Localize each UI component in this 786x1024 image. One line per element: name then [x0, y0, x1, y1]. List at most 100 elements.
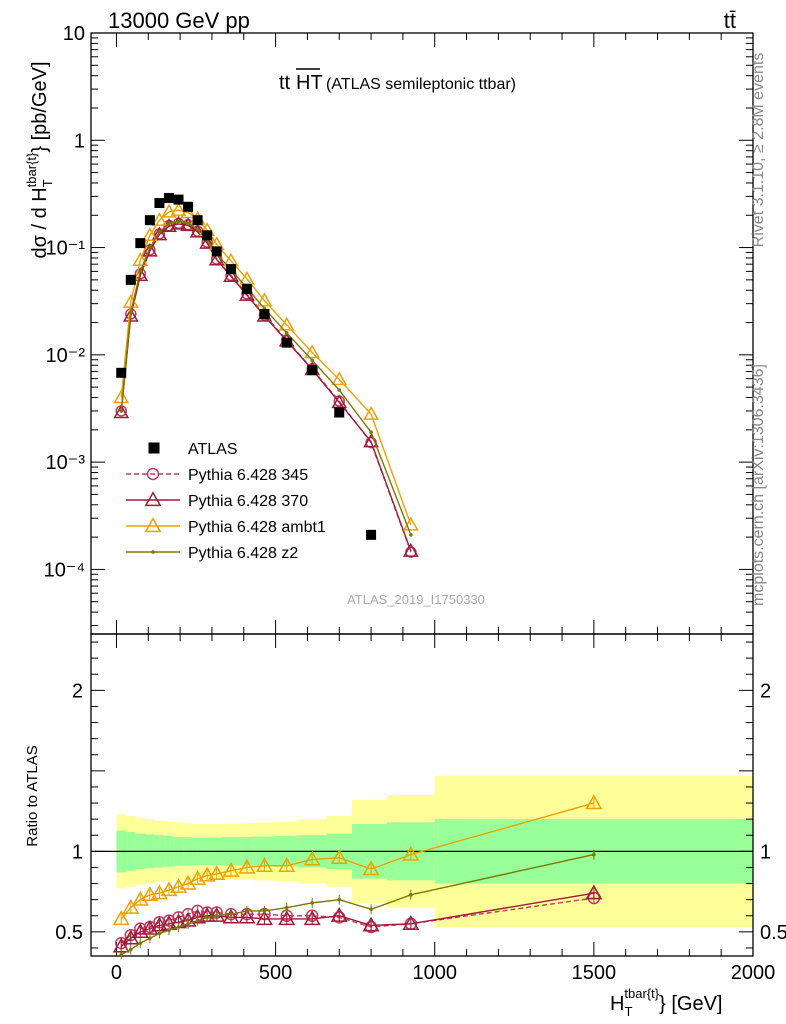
- ratio-series-point: [112, 910, 130, 926]
- ratio-series-point: [222, 908, 240, 924]
- data-point: [163, 192, 174, 203]
- title-over: HT: [296, 72, 323, 94]
- data-point: [307, 365, 318, 376]
- main-series-point: [170, 215, 187, 230]
- ratio-tick-label-left: 0.5: [55, 922, 83, 944]
- ratio-series-point: [585, 794, 603, 810]
- watermark: ATLAS_2019_I1750330: [347, 592, 485, 607]
- ratio-tick-label-left: 2: [72, 680, 83, 702]
- main-series-point: [409, 533, 413, 537]
- legend-label: Pythia 6.428 345: [188, 467, 308, 484]
- ratio-series-point: [337, 897, 342, 902]
- legend-marker: [144, 491, 162, 507]
- legend-marker: [146, 467, 160, 481]
- ratio-series: [119, 849, 596, 960]
- ratio-series-point: [157, 931, 162, 936]
- x-axis-title: HTtbar{t}} [GeV]: [610, 986, 722, 1019]
- data-point: [259, 309, 270, 320]
- data-point: [173, 194, 184, 205]
- side-label-top: Rivet 3.1.10, ≥ 2.8M events: [750, 53, 767, 248]
- ratio-series-point: [592, 852, 596, 857]
- ratio-tick-label-right: 0.5: [760, 922, 786, 944]
- data-point: [183, 201, 194, 212]
- x-tick-label: 500: [259, 962, 292, 984]
- main-series-point: [170, 202, 187, 216]
- main-series-point: [239, 287, 255, 301]
- main-series-point: [122, 307, 139, 322]
- main-series-point: [148, 245, 152, 250]
- main-series-point: [151, 226, 168, 241]
- ylabel-part-a: dσ / d H: [29, 187, 51, 258]
- ratio-series-point: [138, 941, 143, 945]
- main-series-point: [122, 294, 139, 308]
- ratio-series-point: [303, 850, 321, 866]
- ratio-series-point: [222, 861, 240, 877]
- data-point: [226, 264, 237, 275]
- main-series-point: [157, 230, 162, 234]
- side-label-bottom: mcplots.cern.ch [arXiv:1306.3436]: [750, 364, 767, 606]
- data-point: [154, 198, 165, 209]
- data-point: [192, 215, 203, 226]
- main-series-point: [284, 331, 289, 335]
- ratio-series-point: [128, 947, 133, 952]
- ratio-series-point: [362, 860, 380, 876]
- main-series-point: [363, 406, 379, 420]
- data-point: [241, 284, 252, 295]
- legend-entry: Pythia 6.428 ambt1: [126, 517, 326, 536]
- main-series-point: [167, 221, 171, 226]
- main-series-point: [208, 251, 225, 266]
- main-series-line: [120, 220, 412, 536]
- y-tick-label: 10⁻²: [46, 345, 86, 367]
- ratio-series-point: [238, 858, 256, 874]
- main-series-point: [141, 227, 158, 242]
- ratio-series-point: [284, 905, 289, 910]
- ratio-series-point: [208, 865, 226, 881]
- ratio-frame: [90, 633, 754, 957]
- main-series-point: [132, 252, 149, 267]
- ratio-series-point: [195, 918, 200, 923]
- main-series-point: [151, 212, 168, 226]
- main-series-point: [141, 242, 158, 257]
- data-point: [281, 337, 292, 348]
- legend-label: Pythia 6.428 z2: [188, 545, 298, 562]
- ratio-series-point: [278, 910, 296, 926]
- y-tick-label: 10⁻⁴: [44, 559, 85, 581]
- ratio-series-point: [303, 910, 321, 926]
- main-series-line: [120, 209, 412, 526]
- y-tick-label: 10⁻¹: [46, 238, 86, 260]
- legend-marker: [148, 442, 160, 454]
- main-series-point: [119, 409, 124, 413]
- ratio-series-point: [229, 912, 233, 916]
- xlabel-rest: } [GeV]: [659, 993, 722, 1015]
- main-series-point: [138, 269, 143, 274]
- ratio-series-point: [119, 952, 124, 957]
- data-point: [125, 274, 136, 285]
- legend-label: ATLAS: [188, 441, 238, 458]
- ratio-series-point: [245, 909, 249, 913]
- ratio-series-point: [330, 849, 348, 864]
- title-main: tt: [279, 72, 291, 94]
- legend-label: Pythia 6.428 ambt1: [188, 519, 326, 536]
- svg-text:HTtbar{t}} [GeV]: HTtbar{t}} [GeV]: [610, 986, 722, 1019]
- data-point: [202, 230, 213, 241]
- xlabel-h: H: [610, 993, 624, 1015]
- header-left: 13000 GeV pp: [108, 8, 250, 33]
- x-tick-label: 1500: [572, 962, 617, 984]
- ratio-series-point: [205, 915, 209, 920]
- main-series-point: [186, 221, 190, 226]
- x-tick-label: 0: [111, 962, 122, 984]
- main-series-point: [331, 371, 348, 386]
- main-series-point: [128, 310, 133, 314]
- legend-entry: ATLAS: [148, 441, 238, 458]
- ratio-series-point: [369, 907, 373, 912]
- title-rest: (ATLAS semileptonic ttbar): [326, 76, 516, 93]
- xlabel-sup: tbar{t}: [624, 986, 659, 1001]
- legend: ATLAS Pythia 6.428 345 Pythia 6.428 370 Pyt…: [126, 441, 326, 562]
- data-point: [144, 215, 155, 226]
- legend-entry: Pythia 6.428 345: [126, 467, 308, 484]
- data-point: [211, 246, 222, 257]
- main-series-point: [304, 344, 321, 359]
- ratio-series-point: [362, 916, 380, 932]
- ratio-series-point: [278, 857, 296, 872]
